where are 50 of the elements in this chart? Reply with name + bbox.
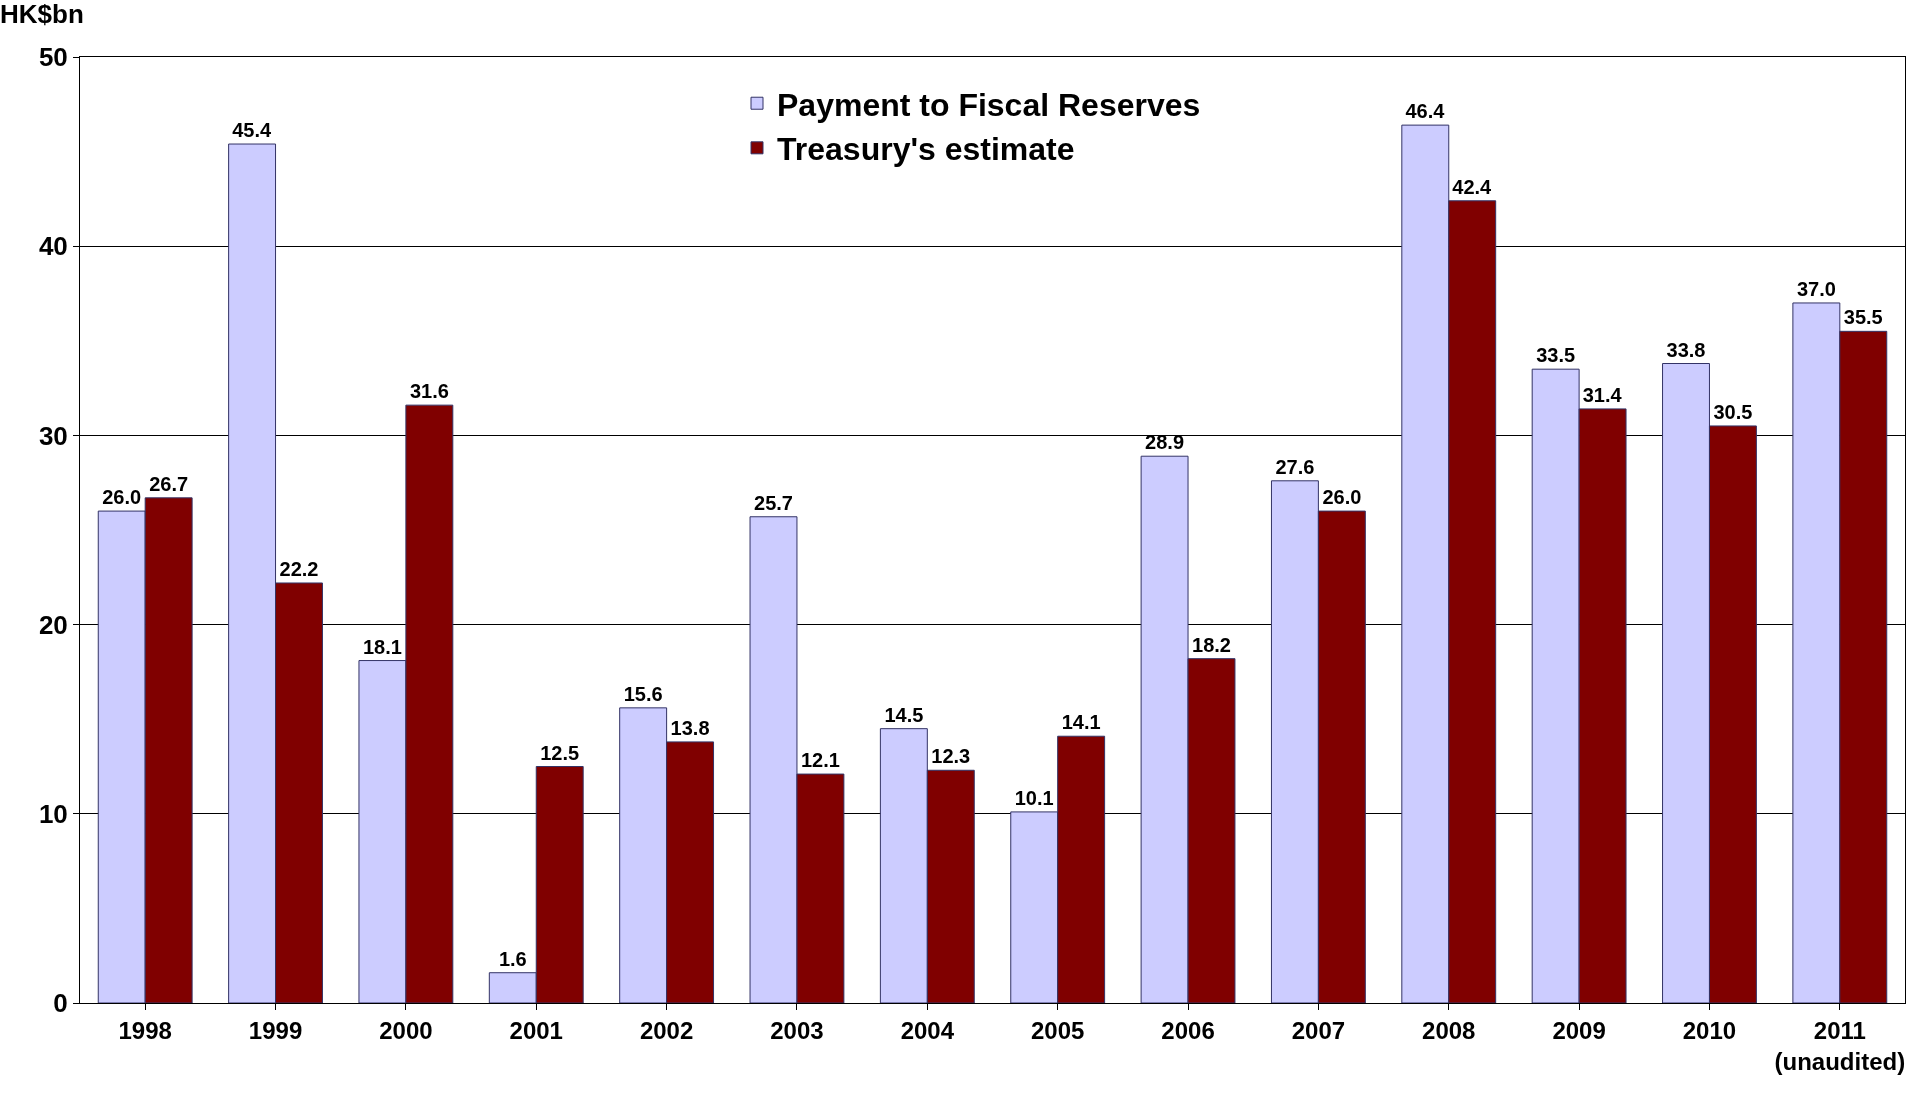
data-label: 30.5 — [1713, 400, 1753, 423]
y-tick-label: 0 — [53, 988, 68, 1019]
data-label: 14.5 — [884, 703, 924, 726]
x-tick-label: 2010 — [1682, 1016, 1737, 1044]
x-tick-label: 2002 — [639, 1016, 694, 1044]
data-label: 13.8 — [670, 716, 710, 739]
x-tick-label: 2005 — [1030, 1016, 1085, 1044]
data-label: 33.8 — [1666, 338, 1706, 361]
data-label: 26.0 — [102, 486, 142, 509]
data-label: 18.1 — [362, 635, 402, 658]
data-label: 26.7 — [149, 472, 189, 495]
x-tick-label: 1998 — [118, 1016, 172, 1044]
y-tick-label: 40 — [38, 231, 68, 262]
data-label: 35.5 — [1843, 306, 1883, 329]
x-tick-label: 2000 — [379, 1016, 433, 1044]
data-label: 42.4 — [1452, 175, 1493, 198]
x-tick-label: 2007 — [1291, 1016, 1346, 1044]
data-label: 12.1 — [800, 749, 840, 772]
data-label: 46.4 — [1405, 100, 1446, 123]
legend-label: Treasury's estimate — [777, 131, 1075, 168]
x-tick-label: 2008 — [1422, 1016, 1476, 1044]
data-label: 18.2 — [1192, 633, 1231, 656]
y-axis-title: HK$bn — [0, 0, 84, 29]
x-tick-label: 2003 — [770, 1016, 824, 1044]
data-label: 33.5 — [1536, 344, 1576, 367]
legend-label: Payment to Fiscal Reserves — [777, 86, 1201, 123]
data-label: 10.1 — [1014, 786, 1054, 809]
data-label: 31.6 — [409, 380, 449, 403]
x-tick-label: 2011 (unaudited) — [1774, 1016, 1906, 1075]
data-label: 31.4 — [1582, 383, 1623, 406]
data-label: 12.3 — [931, 745, 971, 768]
x-tick-label: 1999 — [248, 1016, 303, 1044]
data-label: 25.7 — [754, 491, 793, 514]
y-tick-label: 30 — [38, 420, 68, 451]
data-label: 45.4 — [232, 119, 272, 142]
y-tick-label: 10 — [38, 798, 68, 829]
x-tick-label: 2004 — [900, 1016, 955, 1044]
data-label: 37.0 — [1796, 277, 1836, 300]
x-tick-label: 2006 — [1161, 1016, 1215, 1044]
y-tick-label: 50 — [38, 42, 68, 73]
data-label: 27.6 — [1275, 455, 1315, 478]
data-label: 26.0 — [1322, 486, 1362, 509]
data-label: 15.6 — [623, 682, 663, 705]
x-tick-label: 2001 — [509, 1016, 563, 1044]
data-label: 12.5 — [540, 741, 580, 764]
data-label: 14.1 — [1061, 711, 1101, 734]
data-label: 22.2 — [279, 557, 319, 580]
y-tick-label: 20 — [38, 609, 68, 640]
data-label: 1.6 — [498, 947, 527, 970]
x-tick-label: 2009 — [1552, 1016, 1606, 1044]
